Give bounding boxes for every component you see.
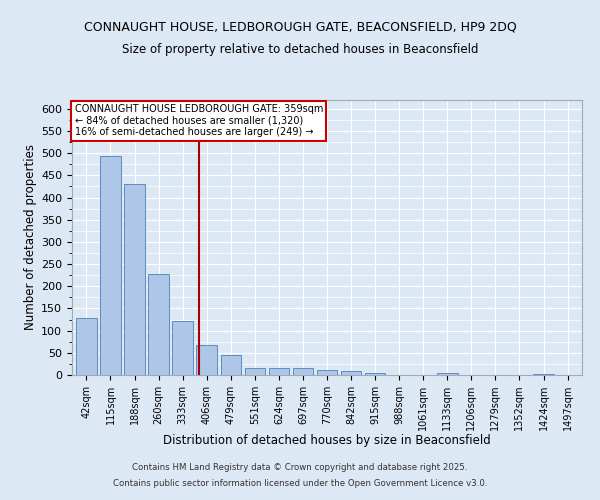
Bar [100, 156, 121, 375]
Bar [124, 184, 145, 375]
Text: CONNAUGHT HOUSE LEDBOROUGH GATE: 359sqm
← 84% of detached houses are smaller (1,: CONNAUGHT HOUSE LEDBOROUGH GATE: 359sqm … [74, 104, 323, 138]
Bar [196, 345, 217, 375]
Text: Contains public sector information licensed under the Open Government Licence v3: Contains public sector information licen… [113, 478, 487, 488]
Bar [437, 373, 458, 375]
Bar [317, 370, 337, 375]
Text: CONNAUGHT HOUSE, LEDBOROUGH GATE, BEACONSFIELD, HP9 2DQ: CONNAUGHT HOUSE, LEDBOROUGH GATE, BEACON… [83, 20, 517, 33]
Bar [76, 318, 97, 375]
Y-axis label: Number of detached properties: Number of detached properties [24, 144, 37, 330]
Bar [533, 374, 554, 375]
Bar [148, 274, 169, 375]
Bar [341, 372, 361, 375]
Bar [269, 368, 289, 375]
Text: Contains HM Land Registry data © Crown copyright and database right 2025.: Contains HM Land Registry data © Crown c… [132, 464, 468, 472]
Bar [293, 368, 313, 375]
Bar [245, 368, 265, 375]
Bar [365, 373, 385, 375]
Bar [221, 356, 241, 375]
Bar [172, 321, 193, 375]
Text: Size of property relative to detached houses in Beaconsfield: Size of property relative to detached ho… [122, 42, 478, 56]
X-axis label: Distribution of detached houses by size in Beaconsfield: Distribution of detached houses by size … [163, 434, 491, 448]
